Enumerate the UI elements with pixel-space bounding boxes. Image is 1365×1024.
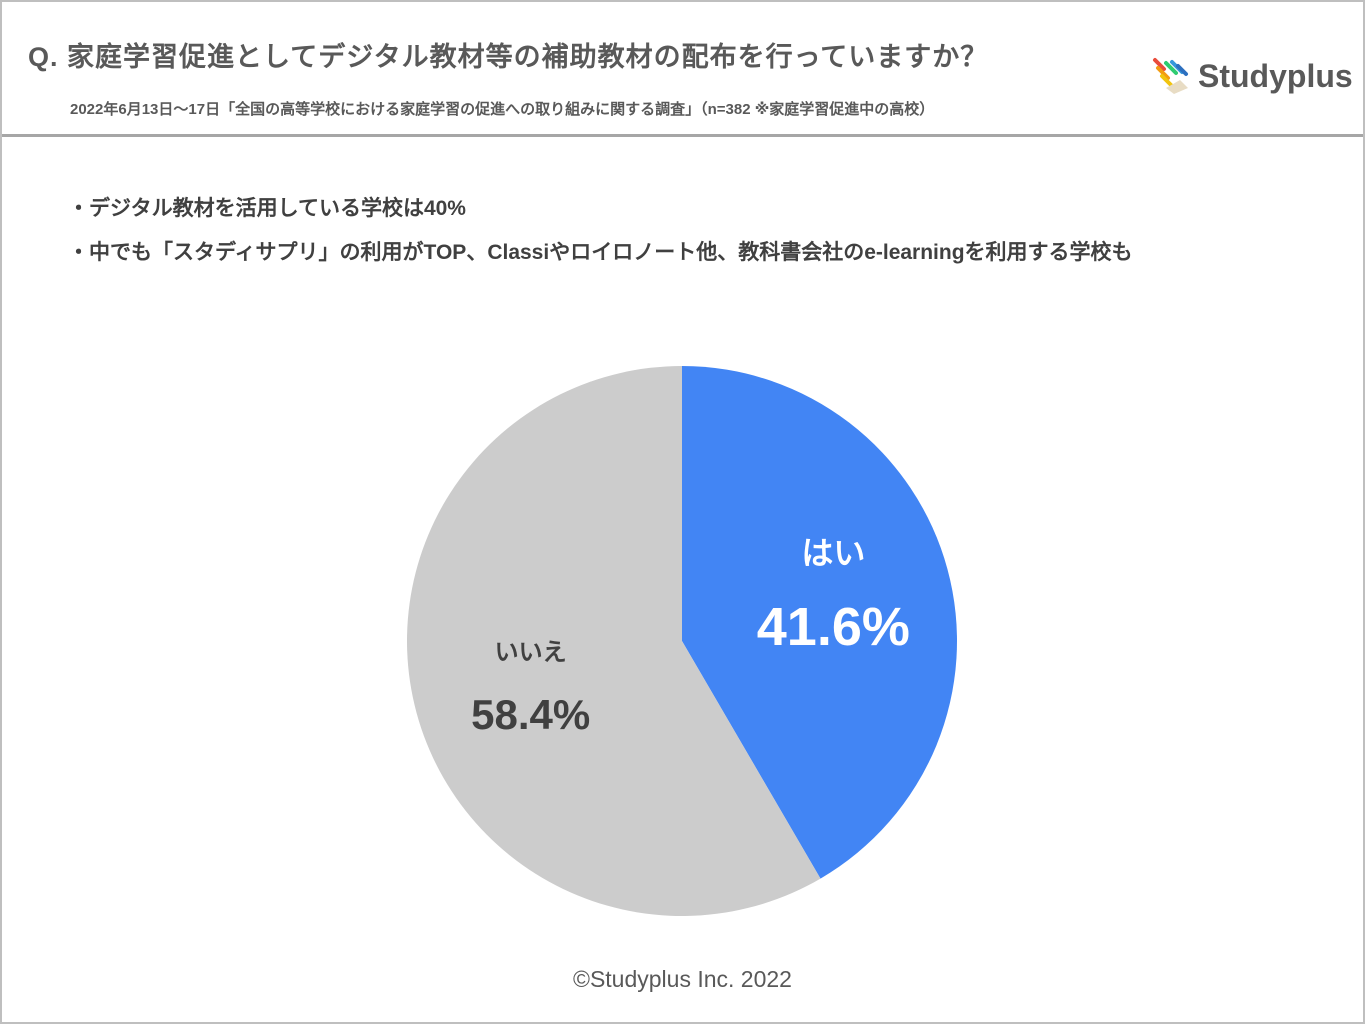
studyplus-logo: Studyplus [1152,54,1353,98]
page-title: Q. 家庭学習促進としてデジタル教材等の補助教材の配布を行っていますか？ [28,42,989,72]
bullet-1: ・デジタル教材を活用している学校は40% [68,197,466,220]
survey-subtitle: 2022年6月13日～17日「全国の高等学校における家庭学習の促進への取り組みに… [70,101,935,118]
pencil-logo-icon [1153,58,1188,94]
logo-text: Studyplus [1198,57,1353,94]
pie-slice-0 [682,366,957,879]
header: Q. 家庭学習促進としてデジタル教材等の補助教材の配布を行っていますか？ 202… [2,2,1363,137]
slice-label-0: はい [801,535,865,571]
slice-label-1: いいえ [495,639,567,666]
pie-slice-1 [407,366,821,916]
slice-value-0: 41.6% [757,597,910,657]
slice-value-1: 58.4% [471,691,590,738]
copyright: ©Studyplus Inc. 2022 [573,966,792,992]
bullet-2: ・中でも「スタディサプリ」の利用がTOP、Classiやロイロノート他、教科書会… [68,241,1133,264]
